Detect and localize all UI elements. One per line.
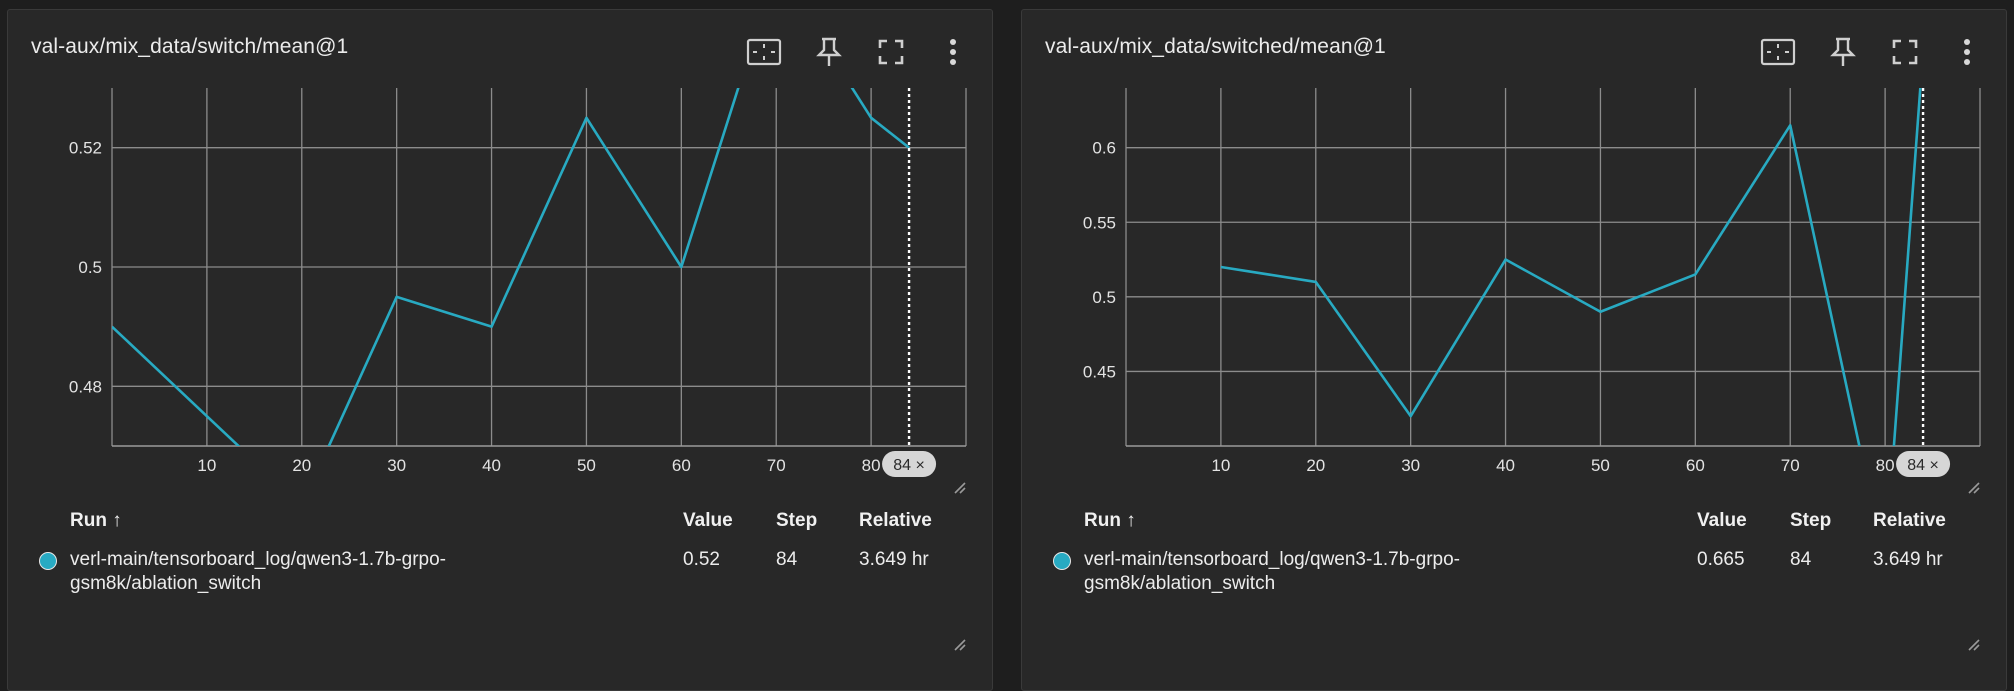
x-tick-label: 40 [1496, 456, 1515, 475]
step-cursor-chip[interactable]: 84 × [1896, 451, 1951, 477]
column-header-value[interactable]: Value [683, 510, 733, 531]
y-tick-label: 0.5 [1092, 288, 1116, 307]
x-tick-label: 20 [1306, 456, 1325, 475]
x-tick-label: 40 [482, 456, 501, 475]
run-color-dot[interactable] [1053, 552, 1071, 570]
x-tick-label: 60 [1686, 456, 1705, 475]
column-header-step[interactable]: Step [1790, 510, 1832, 531]
step-chip-background [882, 451, 937, 477]
x-tick-label: 10 [197, 456, 216, 475]
y-tick-label: 0.6 [1092, 139, 1116, 158]
run-relative: 3.649 hr [859, 549, 929, 570]
resize-grip-icon[interactable] [953, 638, 967, 652]
run-value: 0.665 [1697, 549, 1745, 570]
x-tick-label: 20 [292, 456, 311, 475]
y-tick-label: 0.52 [69, 139, 102, 158]
pin-icon[interactable] [807, 30, 851, 74]
series-line [112, 88, 910, 446]
y-tick-label: 0.55 [1083, 213, 1116, 232]
y-tick-label: 0.5 [78, 258, 102, 277]
x-tick-label: 10 [1211, 456, 1230, 475]
x-tick-label: 60 [672, 456, 691, 475]
resize-grip-icon[interactable] [1967, 481, 1981, 495]
pin-icon[interactable] [1821, 30, 1865, 74]
x-tick-label: 80 [862, 456, 881, 475]
column-header-relative[interactable]: Relative [859, 510, 932, 531]
x-tick-label: 50 [1591, 456, 1610, 475]
line-chart[interactable]: 0.48 0.5 0.52 10 20 30 40 50 60 70 80 84 × [8, 10, 992, 490]
column-header-step[interactable]: Step [776, 510, 818, 531]
run-value: 0.52 [683, 549, 720, 570]
resize-grip-icon[interactable] [1967, 638, 1981, 652]
step-chip-background [1896, 451, 1951, 477]
fullscreen-icon[interactable] [869, 30, 913, 74]
series-line [1220, 88, 1922, 446]
x-tick-label: 70 [767, 456, 786, 475]
run-name: verl-main/tensorboard_log/qwen3-1.7b-grp… [70, 549, 446, 594]
x-tick-label: 80 [1876, 456, 1895, 475]
step-chip-label: 84 × [893, 457, 925, 474]
y-tick-label: 0.48 [69, 377, 102, 396]
fit-domain-icon[interactable] [1756, 30, 1800, 74]
scalar-card: val-aux/mix_data/switched/mean@1 0.45 0.5… [1021, 9, 2007, 691]
column-header-run[interactable]: Run ↑ [70, 510, 122, 531]
card-title: val-aux/mix_data/switch/mean@1 [31, 35, 349, 58]
x-tick-label: 70 [1781, 456, 1800, 475]
line-chart[interactable]: 0.45 0.5 0.55 0.6 10 20 30 40 50 60 70 80 84 × [1022, 10, 2006, 490]
column-header-relative[interactable]: Relative [1873, 510, 1946, 531]
fit-domain-icon[interactable] [742, 30, 786, 74]
column-header-run[interactable]: Run ↑ [1084, 510, 1136, 531]
scalar-card: val-aux/mix_data/switch/mean@1 0.48 0.5 0.… [7, 9, 993, 691]
x-tick-label: 30 [1401, 456, 1420, 475]
step-chip-label: 84 × [1907, 457, 1939, 474]
more-vert-icon[interactable] [931, 30, 975, 74]
run-step: 84 [1790, 549, 1812, 570]
run-relative: 3.649 hr [1873, 549, 1943, 570]
fullscreen-icon[interactable] [1883, 30, 1927, 74]
run-name: verl-main/tensorboard_log/qwen3-1.7b-grp… [1084, 549, 1460, 594]
x-tick-label: 50 [577, 456, 596, 475]
column-header-value[interactable]: Value [1697, 510, 1747, 531]
card-title: val-aux/mix_data/switched/mean@1 [1045, 35, 1386, 58]
x-tick-label: 30 [387, 456, 406, 475]
resize-grip-icon[interactable] [953, 481, 967, 495]
run-step: 84 [776, 549, 798, 570]
run-color-dot[interactable] [39, 552, 57, 570]
y-tick-label: 0.45 [1083, 362, 1116, 381]
step-cursor-chip[interactable]: 84 × [882, 451, 937, 477]
more-vert-icon[interactable] [1945, 30, 1989, 74]
